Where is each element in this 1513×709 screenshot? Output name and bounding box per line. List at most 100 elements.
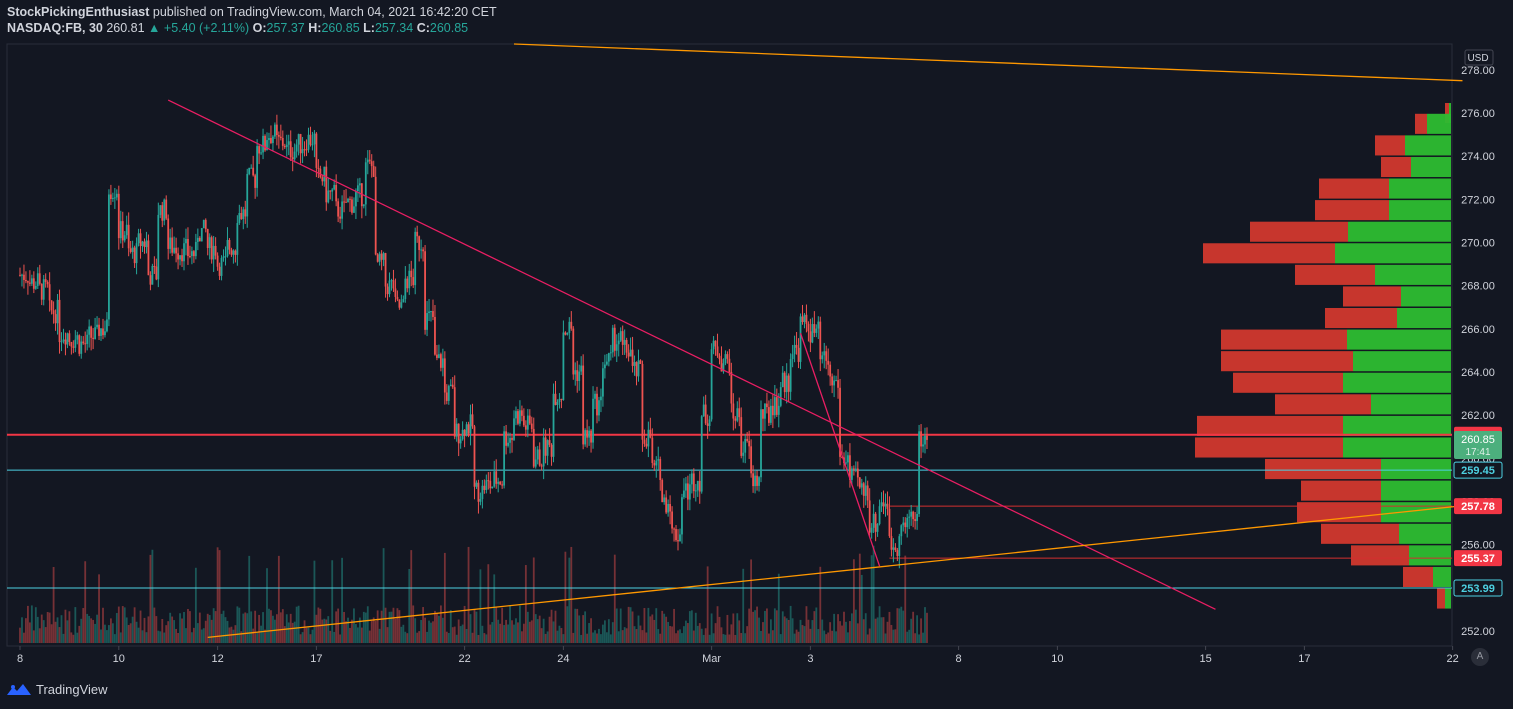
profile-down-bar <box>1321 523 1399 544</box>
candle-body <box>617 340 620 345</box>
volume-bar <box>643 608 646 643</box>
volume-bar <box>669 625 672 643</box>
candle-body <box>647 429 650 447</box>
volume-bar <box>566 606 569 643</box>
volume-bar <box>758 617 760 643</box>
volume-bar <box>821 619 824 643</box>
volume-bar <box>131 616 134 643</box>
candle-body <box>781 372 784 388</box>
candle-body <box>362 204 365 207</box>
profile-down-bar <box>1325 307 1397 329</box>
candle-body <box>100 328 102 336</box>
volume-bar <box>274 619 276 643</box>
candle-body <box>127 224 130 249</box>
candle-body <box>777 405 780 415</box>
volume-bar <box>94 623 96 643</box>
volume-bar <box>552 621 555 643</box>
volume-bar <box>398 610 401 643</box>
volume-bar <box>673 608 675 643</box>
volume-bar <box>657 629 660 643</box>
publisher-name[interactable]: StockPickingEnthusiast <box>7 5 150 19</box>
volume-bar <box>299 634 302 643</box>
candle-body <box>475 482 478 487</box>
candle-body <box>337 201 340 217</box>
volume-bar <box>119 632 122 643</box>
candle-body <box>906 517 909 528</box>
volume-bar <box>102 607 104 643</box>
tradingview-logo[interactable]: TradingView <box>6 681 108 697</box>
volume-bar <box>341 557 343 643</box>
candle-body <box>625 339 628 353</box>
volume-bar <box>874 618 877 643</box>
candle-body <box>837 380 839 388</box>
candle-body <box>420 249 423 251</box>
candle-body <box>94 327 96 339</box>
candle-body <box>315 133 318 168</box>
volume-bar <box>404 631 407 643</box>
volume-bar <box>92 619 95 643</box>
volume-bar <box>522 623 525 643</box>
candle-body <box>38 273 41 284</box>
time-axis[interactable]: 8 10 12 17 22 24 Mar 3 8 10 15 17 22 <box>17 646 1459 665</box>
candle-body <box>19 274 21 276</box>
volume-bar <box>586 633 589 643</box>
symbol-label[interactable]: NASDAQ:FB, 30 <box>7 21 103 35</box>
volume-bar <box>562 634 565 643</box>
volume-bar <box>671 626 673 643</box>
currency-label: USD <box>1467 53 1488 64</box>
volume-bar <box>418 631 421 643</box>
volume-bar <box>426 631 428 643</box>
volume-bar <box>222 610 225 643</box>
volume-bar <box>311 629 314 643</box>
volume-bar <box>179 613 181 643</box>
trendlines <box>167 43 1463 639</box>
candle-body <box>258 146 260 154</box>
candle-body <box>791 354 794 360</box>
candle-body <box>576 370 579 381</box>
volume-bar <box>313 560 316 643</box>
candle-body <box>548 440 551 445</box>
profile-up-bar <box>1389 200 1451 221</box>
volume-bar <box>752 611 754 643</box>
profile-down-bar <box>1275 394 1371 415</box>
candle-body <box>27 281 29 283</box>
candle-body <box>323 166 326 182</box>
volume-bar <box>163 632 166 643</box>
candle-body <box>90 326 93 338</box>
volume-bar <box>854 609 857 643</box>
volume-bar <box>56 617 59 643</box>
candle-body <box>665 497 668 513</box>
volume-bar <box>200 629 203 643</box>
price-axis[interactable]: USD252.00254.00256.00258.00260.00262.002… <box>1453 49 1503 638</box>
auto-scale-button[interactable]: A <box>1471 648 1489 666</box>
candle-body <box>434 316 436 355</box>
volume-bar <box>252 628 255 643</box>
candle-body <box>787 375 790 392</box>
volume-bar <box>191 632 193 643</box>
profile-down-bar <box>1415 113 1427 134</box>
price-label: 255.37 <box>1461 553 1495 565</box>
volume-bar <box>368 630 371 643</box>
candle-body <box>149 275 152 285</box>
candle-body <box>538 449 541 466</box>
candle-body <box>56 299 59 324</box>
volume-bar <box>27 605 29 643</box>
candle-body <box>716 346 719 356</box>
volume-bar <box>906 631 909 643</box>
volume-bar <box>275 614 278 643</box>
volume-bar <box>422 607 425 643</box>
volume-bar <box>884 633 887 643</box>
profile-down-bar <box>1203 243 1335 264</box>
candle-body <box>522 415 525 426</box>
candle-body <box>287 141 290 145</box>
volume-bar <box>625 628 628 643</box>
price-label-bg <box>1453 579 1503 597</box>
candle-body <box>147 240 150 276</box>
volume-bar <box>726 614 729 643</box>
volume-bar <box>607 619 610 643</box>
profile-down-bar <box>1403 566 1433 587</box>
candle-body <box>169 237 172 249</box>
volume-bar <box>256 632 259 643</box>
candle-body <box>785 375 788 393</box>
